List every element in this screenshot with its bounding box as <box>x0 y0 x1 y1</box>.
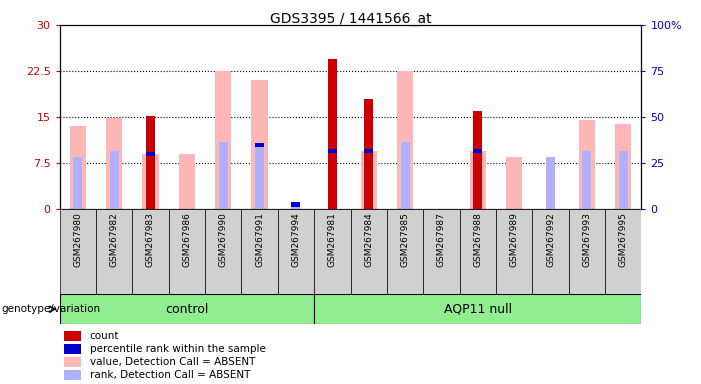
Bar <box>364 149 373 153</box>
Text: GDS3395 / 1441566_at: GDS3395 / 1441566_at <box>270 12 431 25</box>
Text: GSM267995: GSM267995 <box>619 212 627 267</box>
Bar <box>96 209 132 294</box>
Bar <box>360 151 377 209</box>
Bar <box>64 331 81 341</box>
Text: control: control <box>165 303 209 316</box>
Text: GSM267991: GSM267991 <box>255 212 264 267</box>
Bar <box>583 151 592 209</box>
Bar <box>241 209 278 294</box>
Text: GSM267992: GSM267992 <box>546 212 555 266</box>
Bar <box>215 71 231 209</box>
Text: percentile rank within the sample: percentile rank within the sample <box>90 344 266 354</box>
Bar <box>328 59 337 209</box>
Bar <box>292 203 301 209</box>
Bar <box>179 154 195 209</box>
Bar <box>619 151 628 209</box>
Bar <box>142 154 158 209</box>
Text: GSM267986: GSM267986 <box>182 212 191 267</box>
Text: GSM267985: GSM267985 <box>400 212 409 267</box>
Bar <box>506 157 522 209</box>
Bar <box>109 151 118 209</box>
Text: GSM267989: GSM267989 <box>510 212 519 267</box>
Bar <box>60 294 314 324</box>
Bar <box>496 209 532 294</box>
Bar <box>397 71 413 209</box>
Text: GSM267987: GSM267987 <box>437 212 446 267</box>
Text: GSM267988: GSM267988 <box>473 212 482 267</box>
Bar <box>470 151 486 209</box>
Bar <box>350 209 387 294</box>
Text: AQP11 null: AQP11 null <box>444 303 512 316</box>
Bar <box>546 157 555 209</box>
Bar <box>579 120 595 209</box>
Text: genotype/variation: genotype/variation <box>1 304 100 314</box>
Bar <box>219 142 228 209</box>
Bar <box>569 209 605 294</box>
Bar <box>532 209 569 294</box>
Text: GSM267980: GSM267980 <box>74 212 82 267</box>
Text: count: count <box>90 331 119 341</box>
Bar <box>400 142 409 209</box>
Text: GSM267983: GSM267983 <box>146 212 155 267</box>
Bar <box>255 142 264 147</box>
Text: GSM267993: GSM267993 <box>583 212 592 267</box>
Bar <box>146 116 155 209</box>
Bar <box>132 209 169 294</box>
Bar <box>605 209 641 294</box>
Bar <box>106 118 122 209</box>
Bar <box>364 99 373 209</box>
Bar <box>314 294 641 324</box>
Text: GSM267994: GSM267994 <box>292 212 301 266</box>
Bar <box>169 209 205 294</box>
Bar <box>473 149 482 153</box>
Bar <box>73 157 82 209</box>
Bar <box>205 209 241 294</box>
Bar <box>314 209 350 294</box>
Text: value, Detection Call = ABSENT: value, Detection Call = ABSENT <box>90 357 255 367</box>
Bar <box>64 370 81 380</box>
Bar <box>387 209 423 294</box>
Bar <box>64 357 81 367</box>
Bar <box>69 126 86 209</box>
Bar <box>473 111 482 209</box>
Text: rank, Detection Call = ABSENT: rank, Detection Call = ABSENT <box>90 370 250 380</box>
Bar <box>278 209 314 294</box>
Text: GSM267982: GSM267982 <box>109 212 118 266</box>
Bar <box>60 209 96 294</box>
Bar <box>146 152 155 156</box>
Bar <box>255 145 264 209</box>
Bar <box>460 209 496 294</box>
Bar <box>64 344 81 354</box>
Text: GSM267984: GSM267984 <box>365 212 373 266</box>
Text: GSM267990: GSM267990 <box>219 212 228 267</box>
Bar <box>252 80 268 209</box>
Bar <box>292 202 301 207</box>
Bar <box>615 124 632 209</box>
Text: GSM267981: GSM267981 <box>328 212 336 267</box>
Bar <box>328 149 337 153</box>
Bar <box>423 209 460 294</box>
